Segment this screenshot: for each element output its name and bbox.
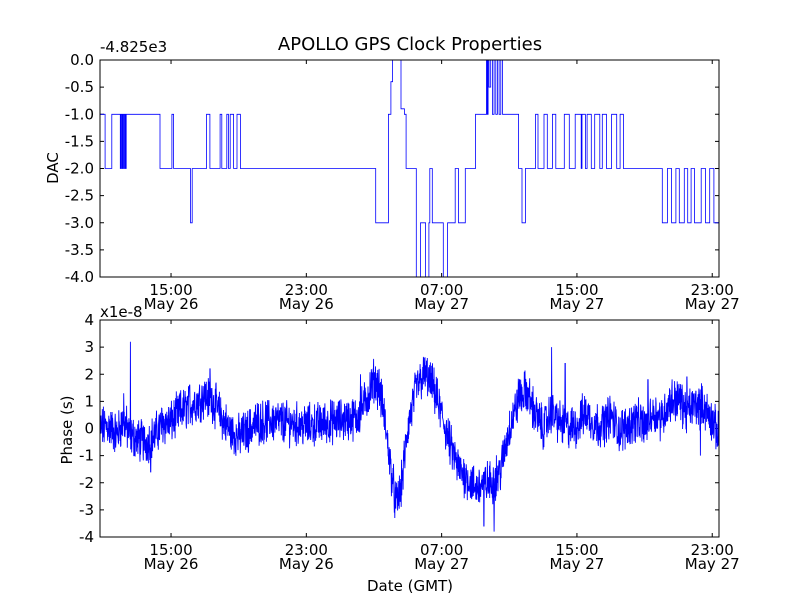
y-tick-label: 4 [84, 311, 94, 329]
y-tick-label: -4 [79, 528, 94, 546]
x-tick-time-label: 23:00 [691, 541, 734, 559]
y-tick-label: 0 [84, 420, 94, 438]
y-tick-label: -3.5 [65, 241, 94, 259]
x-tick-time-label: 23:00 [285, 281, 328, 299]
y-tick-label: 3 [84, 338, 94, 356]
dac-offset-label: -4.825e3 [100, 38, 167, 56]
dac-y-ticks: 0.0 -0.5 -1.0 -1.5 -2.0 -2.5 -3.0 -3.5 -4.0 [65, 51, 719, 286]
x-tick-date-label: May 27 [549, 555, 604, 573]
y-tick-label: 0.0 [70, 51, 94, 69]
x-tick-time-label: 07:00 [420, 541, 463, 559]
x-tick-date-label: May 27 [549, 295, 604, 313]
x-tick-date-label: May 26 [144, 295, 199, 313]
y-tick-label: -1.0 [65, 105, 94, 123]
x-tick-time-label: 07:00 [420, 281, 463, 299]
x-tick-date-label: May 26 [279, 295, 334, 313]
x-tick-date-label: May 27 [685, 555, 740, 573]
y-tick-label: 1 [84, 392, 94, 410]
x-tick-time-label: 15:00 [149, 541, 192, 559]
chart-title: APOLLO GPS Clock Properties [278, 34, 542, 55]
x-axis-label: Date (GMT) [367, 577, 453, 595]
y-tick-label: -4.0 [65, 268, 94, 286]
y-tick-label: -2.0 [65, 160, 94, 178]
x-tick-date-label: May 27 [414, 295, 469, 313]
y-tick-label: -1.5 [65, 132, 94, 150]
y-tick-label: -3.0 [65, 214, 94, 232]
x-tick-time-label: 23:00 [285, 541, 328, 559]
y-tick-label: -2 [79, 474, 94, 492]
y-tick-label: -1 [79, 447, 94, 465]
dac-axes-frame [99, 59, 720, 278]
phase-y-axis-label: Phase (s) [58, 395, 76, 464]
x-tick-date-label: May 27 [685, 295, 740, 313]
x-tick-date-label: May 26 [144, 555, 199, 573]
x-tick-time-label: 23:00 [691, 281, 734, 299]
dac-panel: DAC -4.825e3 0.0 -0.5 -1.0 -1.5 -2.0 -2.5 -3.0… [44, 38, 740, 313]
y-tick-label: -3 [79, 501, 94, 519]
phase-y-ticks: 4 3 2 1 0 -1 -2 -3 -4 [79, 311, 719, 546]
phase-offset-label: x1e-8 [100, 303, 143, 321]
dac-y-axis-label: DAC [44, 152, 62, 184]
phase-axes-frame [99, 319, 720, 538]
y-tick-label: -0.5 [65, 78, 94, 96]
x-tick-time-label: 15:00 [555, 281, 598, 299]
y-tick-label: -2.5 [65, 187, 94, 205]
x-tick-date-label: May 26 [279, 555, 334, 573]
x-tick-date-label: May 27 [414, 555, 469, 573]
dac-series-line [100, 59, 719, 278]
y-tick-label: 2 [84, 365, 94, 383]
x-tick-time-label: 15:00 [149, 281, 192, 299]
x-tick-time-label: 15:00 [555, 541, 598, 559]
phase-series-line [99, 341, 720, 532]
